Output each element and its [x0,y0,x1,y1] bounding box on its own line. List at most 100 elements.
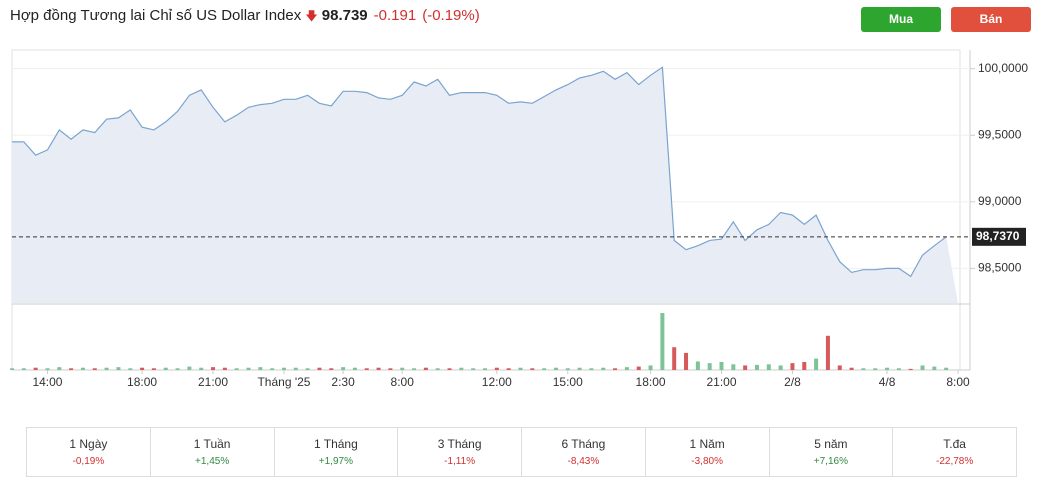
volume-bar [364,368,369,370]
volume-bar [341,367,346,370]
volume-bar [719,362,724,370]
volume-bar [636,366,641,370]
period-label: T.đa [943,437,966,451]
volume-bar [92,368,97,370]
change-percent: (-0.19%) [422,7,480,24]
volume-bar [613,368,618,370]
period-cell[interactable]: 1 Ngày -0,19% [27,428,150,476]
x-tick-label: 2:30 [331,375,355,389]
volume-bar [624,367,629,370]
volume-bar [731,364,736,370]
y-tick-label: 100,0000 [978,61,1028,75]
x-tick-label: 18:00 [636,375,666,389]
header: Hợp đồng Tương lai Chỉ số US Dollar Inde… [10,7,480,28]
volume-bar [944,367,949,370]
change: -0.191 [373,7,417,24]
period-cell[interactable]: T.đa -22,78% [892,428,1016,476]
y-tick-label: 98,5000 [978,261,1022,275]
x-tick-label: 14:00 [32,375,62,389]
volume-bar [873,368,878,370]
volume-bar [163,367,168,370]
volume-bar [518,367,523,370]
x-tick-label: 15:00 [553,375,583,389]
volume-bar [388,368,393,370]
volume-bar [790,363,795,370]
volume-bar [684,352,689,370]
volume-bar [281,367,286,370]
volume-bar [270,368,275,370]
volume-bar [116,367,121,370]
volume-bar [45,368,50,370]
volume-bar [128,368,133,370]
volume-bar [885,367,890,370]
volume-bar [920,365,925,370]
period-change: +7,16% [813,456,848,467]
period-label: 3 Tháng [437,437,482,451]
period-change: +1,97% [318,456,353,467]
period-cell[interactable]: 5 năm +7,16% [768,428,893,476]
price: 98.739 [321,7,368,24]
volume-bar [57,367,62,370]
period-change: -22,78% [936,456,974,467]
volume-bar [258,367,263,370]
volume-bar [234,368,239,370]
volume-bar [435,368,440,370]
period-cell[interactable]: 3 Tháng -1,11% [397,428,521,476]
x-tick-label: 4/8 [879,375,896,389]
volume-bar [861,368,866,370]
volume-bar [69,368,74,370]
period-label: 5 năm [814,437,848,451]
volume-bar [187,366,192,370]
volume-bar [246,367,251,370]
volume-bar [695,361,700,370]
y-tick-label: 99,0000 [978,194,1022,208]
period-change: -3,80% [691,456,723,467]
sell-button[interactable]: Bán [951,7,1031,32]
last-value-box [972,227,1026,246]
volume-bar [483,368,487,370]
x-tick-label: 21:00 [706,375,736,389]
volume-bar [672,347,677,370]
volume-bar [447,368,452,370]
period-change: +1,45% [195,456,230,467]
title: Hợp đồng Tương lai Chỉ số US Dollar Inde… [10,7,302,24]
x-tick-label: 2/8 [784,375,801,389]
volume-bar [553,367,558,370]
period-label: 1 Ngày [69,437,108,451]
volume-bar [140,367,145,370]
buy-button[interactable]: Mua [861,7,941,32]
volume-bar [896,368,901,370]
period-change: -1,11% [444,456,476,467]
volume-bar [908,368,913,370]
last-value-label: 98,7370 [976,229,1020,243]
volume-bar [104,367,109,370]
volume-bar [565,368,570,370]
volume-bar [352,367,357,370]
y-tick-label: 99,5000 [978,127,1022,141]
volume-bar [305,368,310,370]
period-label: 1 Tháng [313,437,358,451]
volume-bar [317,367,322,370]
period-cell[interactable]: 6 Tháng -8,43% [521,428,645,476]
down-arrow: 🡇 [305,9,318,23]
period-cell[interactable]: 1 Tuần +1,45% [149,428,274,476]
x-tick-label: 8:00 [391,375,415,389]
volume-bar [175,368,180,370]
volume-bar [80,367,85,370]
volume-bar [802,362,807,370]
volume-bar [648,365,653,370]
volume-bar [766,364,771,370]
period-change: -8,43% [567,456,600,467]
x-tick-label: 18:00 [127,375,157,389]
volume-bar [660,313,665,370]
x-tick-label: 8:00 [946,375,970,389]
volume-bar [494,367,499,370]
volume-bar [530,368,535,370]
volume-bar [329,368,334,370]
period-cell[interactable]: 1 Tháng +1,97% [273,428,398,476]
volume-bar [376,367,381,370]
period-label: 1 Tuần [193,437,231,451]
volume-bar [589,368,594,370]
period-cell[interactable]: 1 Năm -3,80% [644,428,769,476]
volume-bar [506,368,511,370]
